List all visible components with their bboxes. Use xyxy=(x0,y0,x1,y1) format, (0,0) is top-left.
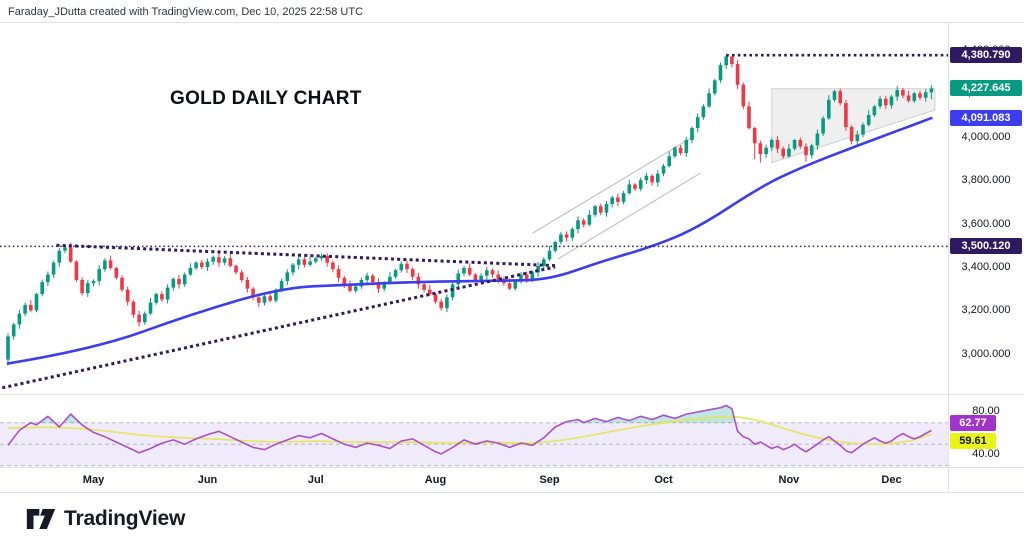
price-tick-label: 3,600.000 xyxy=(961,217,1011,230)
time-axis-label: Oct xyxy=(654,474,673,486)
triangle-lower xyxy=(1,265,556,390)
price-tick-label: 3,800.000 xyxy=(961,174,1011,187)
consolidation-wedge xyxy=(771,88,936,164)
header-separator xyxy=(0,22,1024,23)
channel-lower xyxy=(557,172,701,260)
price-badge: 4,091.083 xyxy=(950,110,1022,127)
price-badge: 4,227.645 xyxy=(950,80,1022,97)
rsi-badge: 62.77 xyxy=(950,415,996,432)
price-badge: 4,380.790 xyxy=(950,47,1022,64)
time-axis-label: May xyxy=(82,474,105,486)
price-axis-separator xyxy=(948,23,949,493)
time-axis-label: Jul xyxy=(307,474,324,486)
tradingview-logo-icon xyxy=(26,509,56,529)
price-tick-label: 3,200.000 xyxy=(961,304,1011,317)
price-tick-label: 3,000.000 xyxy=(961,347,1011,360)
rsi-overbought-fill xyxy=(39,416,55,423)
time-axis[interactable] xyxy=(0,468,1024,492)
candlestick-series xyxy=(6,55,934,366)
price-tick-label: 4,000.000 xyxy=(961,130,1011,143)
channel-upper xyxy=(532,135,696,234)
triangle-upper xyxy=(56,243,556,268)
rsi-tick-label: 40.00 xyxy=(972,447,1000,460)
time-axis-label: Jun xyxy=(197,474,218,486)
time-axis-label: Sep xyxy=(539,474,560,486)
rsi-separator xyxy=(0,467,1024,468)
price-tick-label: 3,400.000 xyxy=(961,261,1011,274)
rsi-overbought-fill xyxy=(63,414,80,423)
price-badge: 3,500.120 xyxy=(950,238,1022,255)
logo-text: TradingView xyxy=(64,507,186,530)
rsi-badge: 59.61 xyxy=(950,432,996,449)
attribution-text: Faraday_JDutta created with TradingView.… xyxy=(8,6,364,18)
time-axis-label: Dec xyxy=(881,474,902,486)
chart-title: GOLD DAILY CHART xyxy=(170,88,362,109)
time-axis-label: Nov xyxy=(778,474,800,486)
rsi-line xyxy=(7,404,932,455)
pane-separator xyxy=(0,394,1024,395)
tradingview-logo: TradingView xyxy=(26,506,185,532)
time-axis-label: Aug xyxy=(424,474,447,486)
footer-separator xyxy=(0,492,1024,493)
ma-line xyxy=(6,116,933,365)
rsi-overbought-fill xyxy=(564,405,736,423)
rsi-tick-label: 80.00 xyxy=(972,404,1000,417)
